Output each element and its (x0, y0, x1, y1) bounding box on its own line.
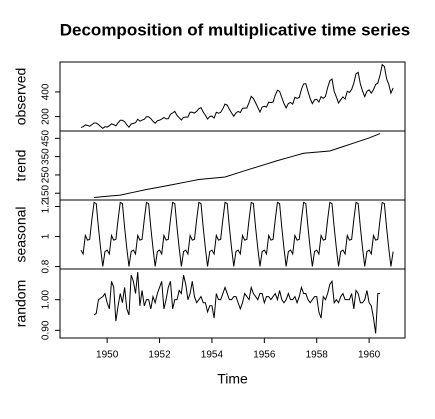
series-line (93, 272, 381, 334)
y-tick-label: 450 (41, 130, 52, 147)
y-tick-label: 150 (41, 184, 52, 201)
x-tick-label: 1958 (306, 350, 329, 361)
x-tick-label: 1960 (358, 350, 381, 361)
y-tick-label: 0.90 (41, 320, 52, 340)
y-tick-label: 1 (41, 233, 52, 239)
y-tick-label: 0.8 (41, 259, 52, 273)
y-tick-label: 200 (41, 108, 52, 125)
series-line (80, 63, 394, 130)
y-tick-label: 1.2 (41, 199, 52, 213)
y-tick-label: 250 (41, 166, 52, 183)
chart-title: Decomposition of multiplicative time ser… (60, 20, 410, 39)
panel-frame (59, 268, 406, 339)
x-tick-label: 1956 (253, 350, 276, 361)
x-tick-label: 1952 (148, 350, 171, 361)
y-axis-label: trend (13, 150, 29, 182)
x-tick-label: 1950 (96, 350, 119, 361)
y-tick-label: 350 (41, 148, 52, 165)
y-axis-label: seasonal (13, 206, 29, 262)
series-line (94, 133, 381, 198)
series-line (80, 201, 394, 267)
panel-frame (59, 130, 406, 201)
panel-frame (59, 61, 406, 132)
y-axis-label: observed (13, 68, 29, 126)
y-tick-label: 400 (41, 83, 52, 100)
x-tick-label: 1954 (201, 350, 224, 361)
y-axis-label: random (13, 280, 29, 327)
x-axis-label: Time (217, 371, 248, 387)
y-tick-label: 1.00 (41, 289, 52, 309)
